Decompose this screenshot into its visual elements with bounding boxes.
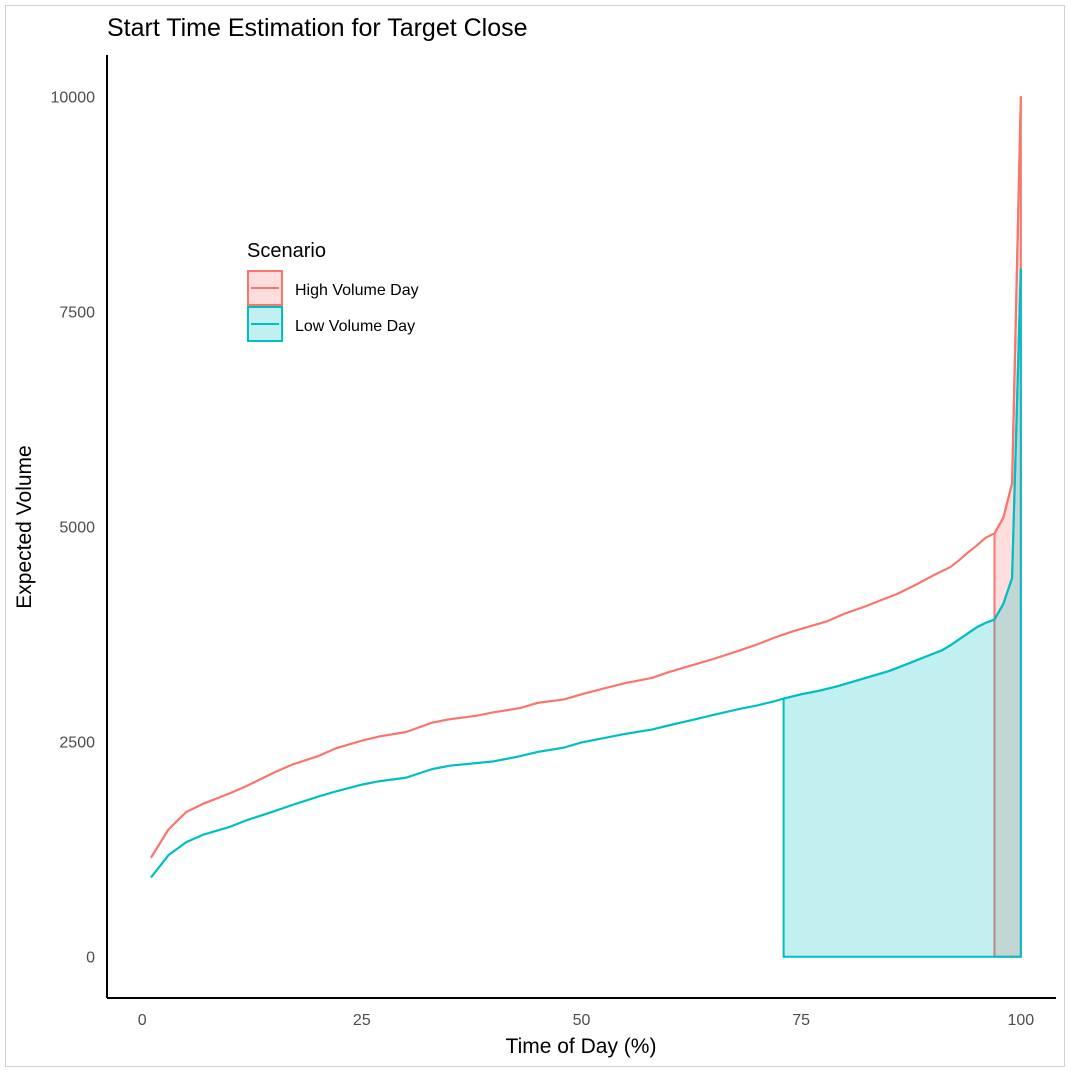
chart-title: Start Time Estimation for Target Close	[107, 14, 528, 42]
x-tick-label: 75	[792, 1012, 810, 1029]
x-tick-label: 0	[138, 1012, 147, 1029]
shaded-areas	[782, 96, 1022, 958]
y-tick-label: 2500	[59, 735, 95, 752]
x-tick-label: 50	[573, 1012, 591, 1029]
x-tick-label: 100	[1008, 1012, 1035, 1029]
series-lines	[149, 96, 1022, 879]
shaded-area-low	[782, 268, 1022, 958]
y-tick-label: 5000	[59, 520, 95, 537]
y-axis-ticks: 0 2500 5000 7500 10000	[51, 89, 96, 966]
x-tick-label: 25	[353, 1012, 371, 1029]
legend-label: Low Volume Day	[295, 318, 415, 335]
legend: Scenario High Volume Day Low Volume Day	[247, 240, 419, 342]
y-tick-label: 10000	[51, 89, 96, 106]
chart-frame	[5, 5, 1065, 1067]
x-axis-title: Time of Day (%)	[506, 1035, 657, 1058]
legend-label: High Volume Day	[295, 282, 419, 299]
series-line-low	[150, 268, 1022, 879]
series-line-high	[149, 96, 1022, 859]
x-axis-ticks: 0 25 50 75 100	[138, 1012, 1035, 1029]
y-tick-label: 0	[86, 950, 95, 967]
y-tick-label: 7500	[59, 304, 95, 321]
legend-items: High Volume Day Low Volume Day	[247, 270, 419, 342]
y-axis-title: Expected Volume	[13, 445, 36, 608]
legend-title: Scenario	[247, 240, 326, 262]
